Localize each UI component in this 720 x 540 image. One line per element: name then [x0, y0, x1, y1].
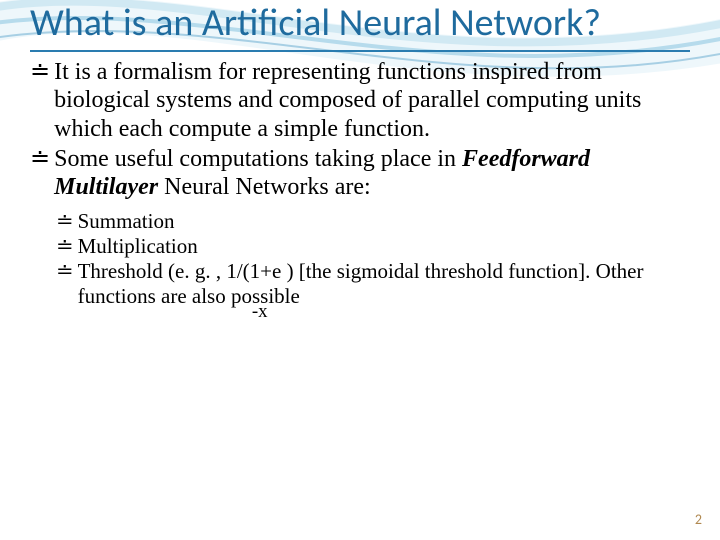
bullet-item-2: ≐ Some useful computations taking place …: [30, 145, 690, 202]
bullet-item-1: ≐ It is a formalism for representing fun…: [30, 58, 690, 143]
bullet-glyph-icon: ≐: [30, 145, 50, 173]
emphasis-text: Feedforward Multilayer: [54, 146, 590, 200]
sub-bullet-text: Summation: [78, 209, 690, 234]
page-number: 2: [695, 511, 702, 528]
bullet-glyph-icon: ≐: [56, 259, 74, 284]
sub-bullet-item-1: ≐ Summation: [56, 209, 690, 234]
sub-bullet-text: Multiplication: [78, 234, 690, 259]
bullet-glyph-icon: ≐: [56, 234, 74, 259]
title-underline: [30, 50, 690, 52]
sub-bullet-text: Threshold (e. g. , 1/(1+e ) [the sigmoid…: [78, 259, 690, 309]
slide-title: What is an Artificial Neural Network?: [30, 0, 690, 44]
bullet-text: It is a formalism for representing funct…: [54, 58, 690, 143]
bullet-glyph-icon: ≐: [56, 209, 74, 234]
bullet-glyph-icon: ≐: [30, 58, 50, 86]
bullet-text: Some useful computations taking place in…: [54, 145, 690, 202]
sub-bullet-item-2: ≐ Multiplication: [56, 234, 690, 259]
bullet-list: ≐ It is a formalism for representing fun…: [30, 58, 690, 309]
subscript-text: -x: [252, 301, 268, 322]
sub-bullet-item-3: ≐ Threshold (e. g. , 1/(1+e ) [the sigmo…: [56, 259, 690, 309]
slide-content: What is an Artificial Neural Network? ≐ …: [0, 0, 720, 540]
